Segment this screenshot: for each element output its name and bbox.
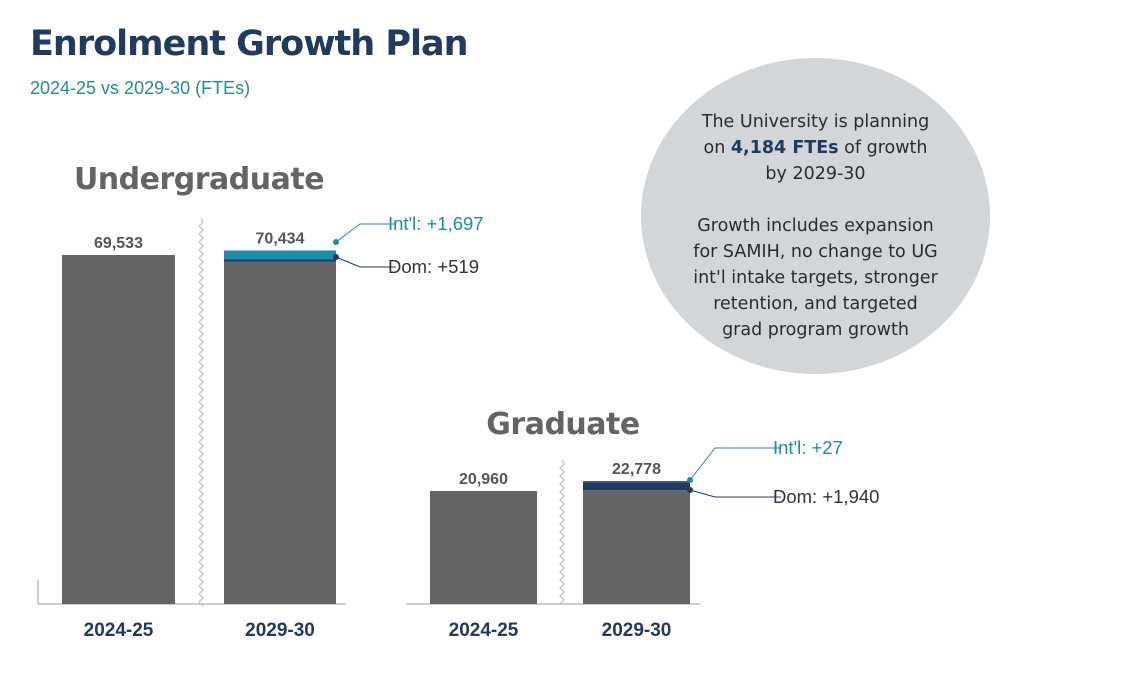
undergraduate-panel-title: Undergraduate xyxy=(74,162,324,197)
graduate-value-label: 22,778 xyxy=(612,461,661,478)
undergraduate-stack-label-intl: Int'l: +1,697 xyxy=(388,213,484,234)
graduate-leader-dot xyxy=(687,477,693,483)
undergraduate-leader-line-intl xyxy=(335,223,396,243)
callout-line-1: The University is planning on 4,184 FTEs… xyxy=(701,112,930,184)
undergraduate-axis-break xyxy=(198,217,204,607)
graduate-stack-label-dom: Dom: +1,940 xyxy=(773,486,879,507)
undergraduate-category-label: 2029-30 xyxy=(245,620,315,641)
page-title: Enrolment Growth Plan xyxy=(30,24,469,64)
graduate-category-label: 2024-25 xyxy=(449,620,519,641)
undergraduate-leader-line-dom xyxy=(335,256,396,268)
graduate-category-label: 2029-30 xyxy=(602,620,672,641)
undergraduate-stack-label-dom: Dom: +519 xyxy=(388,256,479,277)
undergraduate-bar-2029-30 xyxy=(224,261,336,604)
graduate-bar-2029-30 xyxy=(583,490,690,604)
graduate-panel-title: Graduate xyxy=(486,407,639,442)
summary-callout: The University is planning on 4,184 FTEs… xyxy=(641,58,990,374)
graduate-bar-2024-25 xyxy=(430,491,537,604)
undergraduate-bar-2024-25 xyxy=(62,255,175,604)
undergraduate-value-label: 69,533 xyxy=(94,235,143,252)
page-subtitle: 2024-25 vs 2029-30 (FTEs) xyxy=(30,78,251,98)
undergraduate-value-label: 70,434 xyxy=(256,230,305,247)
undergraduate-bar-dom-segment xyxy=(224,259,336,262)
graduate-axis-break xyxy=(559,459,565,605)
graduate-value-label: 20,960 xyxy=(459,471,508,488)
graduate-bar-dom-segment xyxy=(583,482,690,491)
undergraduate-bar-intl-segment xyxy=(224,250,336,260)
graduate-leader-dot xyxy=(687,487,693,493)
graduate-leader-line-intl xyxy=(689,447,781,481)
graduate-bar-intl-segment xyxy=(583,481,690,483)
undergraduate-leader-dot xyxy=(333,239,339,245)
undergraduate-category-label: 2024-25 xyxy=(84,620,154,641)
graduate-leader-line-dom xyxy=(689,489,781,498)
callout-line-2: Growth includes expansion for SAMIH, no … xyxy=(693,216,938,340)
callout-highlight: 4,184 FTEs xyxy=(730,138,839,158)
undergraduate-leader-dot xyxy=(333,254,339,260)
graduate-stack-label-intl: Int'l: +27 xyxy=(773,437,843,458)
